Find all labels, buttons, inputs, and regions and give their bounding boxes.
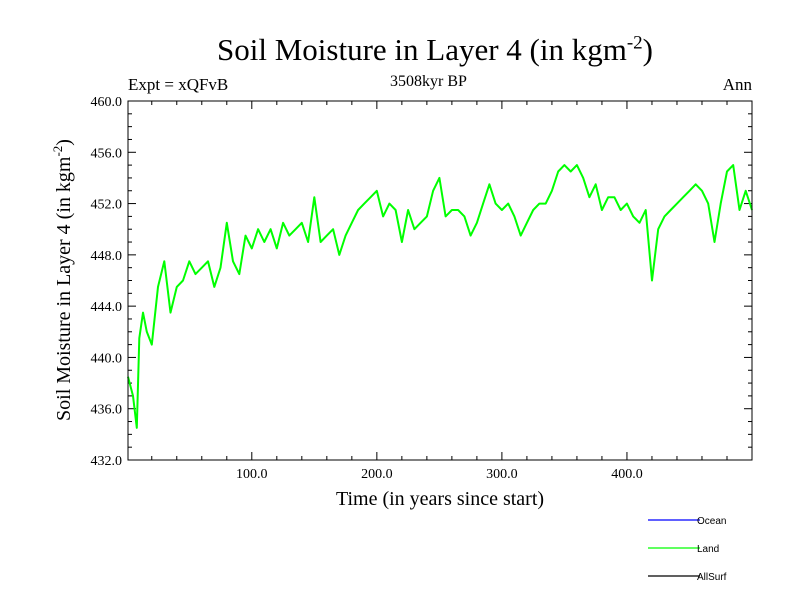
experiment-label: Expt = xQFvB [128,75,229,94]
y-tick-label: 460.0 [91,95,123,110]
x-tick-label: 400.0 [611,467,643,482]
chart-title: Soil Moisture in Layer 4 (in kgm-2) [217,32,653,67]
x-tick-label: 100.0 [236,467,268,482]
x-axis-title: Time (in years since start) [336,488,544,510]
legend-label-allsurf: AllSurf [697,572,727,583]
axis-ticks [128,100,752,461]
legend: Ocean Land AllSurf [648,516,727,583]
series-layer [127,164,753,429]
plot-frame [127,100,753,461]
y-axis-title: Soil Moisture in Layer 4 (in kgm-2) [50,139,75,421]
y-tick-label: 440.0 [91,351,123,366]
period-label: 3508kyr BP [390,73,467,90]
y-tick-label: 444.0 [91,300,123,315]
x-tick-label: 200.0 [361,467,393,482]
x-tick-label: 300.0 [486,467,518,482]
tick-labels: 432.0 436.0 440.0 444.0 448.0 452.0 456.0 460.0… [91,95,643,482]
series-line-land [127,164,753,429]
y-tick-label: 436.0 [91,403,123,418]
y-tick-label: 448.0 [91,249,123,264]
season-label: Ann [722,75,752,94]
legend-label-ocean: Ocean [697,516,726,527]
y-tick-label: 432.0 [91,454,123,469]
legend-label-land: Land [697,544,719,555]
y-tick-label: 452.0 [91,198,123,213]
y-tick-label: 456.0 [91,146,123,161]
